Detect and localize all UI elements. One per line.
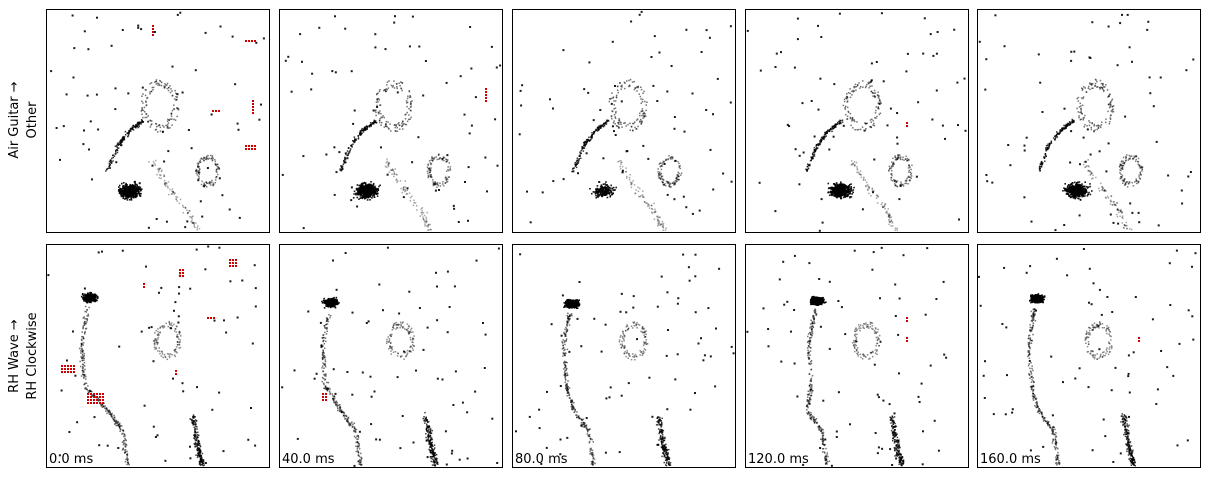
row-label-1: RH Wave → RH Clockwise [6,236,46,476]
event-frame-image [47,245,257,467]
event-frame-image [281,246,500,467]
frame-panel-r0-c2 [512,9,736,233]
row-label-0-line2: Other [25,101,40,139]
frame-panel-r1-c0: 0.0 ms [46,244,270,468]
timestamp-label: 160.0 ms [980,452,1041,467]
event-frame-image [515,253,735,467]
event-frame-image [978,248,1197,467]
event-frame-image [50,11,265,231]
frame-panel-r1-c3: 120.0 ms [745,244,969,468]
frame-panel-r0-c3 [745,9,969,233]
row-label-0-line1: Air Guitar → [7,81,22,159]
timestamp-label: 0.0 ms [49,452,94,467]
frame-panel-r0-c0 [46,9,270,233]
timestamp-label: 80.0 ms [515,452,568,467]
event-frame-image [281,15,502,231]
frame-panel-r1-c2: 80.0 ms [512,244,736,468]
row-label-1-line1: RH Wave → [7,319,22,393]
frame-panel-r1-c4: 160.0 ms [977,244,1201,468]
event-frame-image [518,10,733,232]
event-frame-image [746,12,967,232]
timestamp-label: 120.0 ms [748,452,809,467]
row-label-0: Air Guitar → Other [6,0,46,240]
frame-panel-r1-c1: 40.0 ms [279,244,503,468]
timestamp-label: 40.0 ms [282,452,335,467]
frame-panel-r0-c4 [977,9,1201,233]
row-label-1-line2: RH Clockwise [25,312,40,400]
frame-panel-r0-c1 [279,9,503,233]
event-frame-image [978,13,1195,232]
event-frame-image [746,246,948,467]
